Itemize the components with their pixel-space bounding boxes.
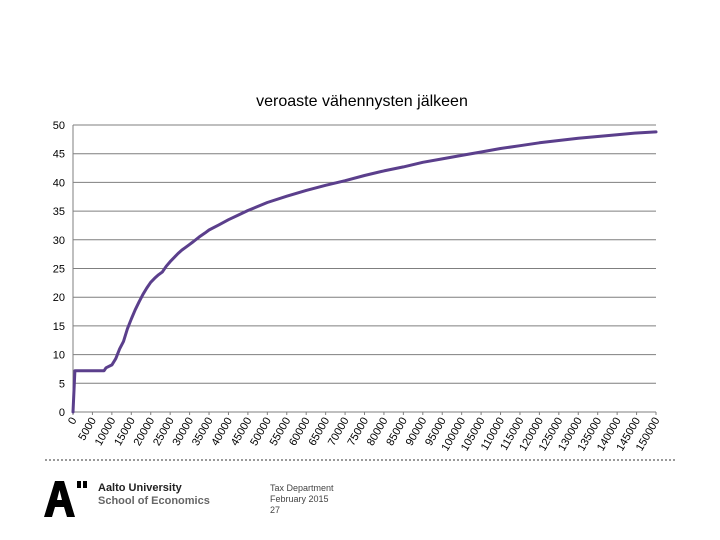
university-line-1: Aalto University <box>98 482 182 494</box>
x-tick-label: 0 <box>66 416 79 427</box>
date-label: February 2015 <box>270 494 329 504</box>
y-tick-label: 20 <box>53 292 65 304</box>
axes <box>72 125 657 415</box>
y-tick-label: 30 <box>53 235 65 247</box>
y-tick-label: 50 <box>53 120 65 132</box>
series-line-0 <box>71 130 658 414</box>
university-name: Aalto University School of Economics <box>98 482 210 508</box>
series-layer <box>71 130 658 414</box>
footer-info: Tax Department February 2015 27 <box>270 483 334 516</box>
aalto-logo-icon <box>44 481 87 517</box>
department-label: Tax Department <box>270 483 334 493</box>
page-number: 27 <box>270 505 281 515</box>
y-tick-label: 5 <box>59 378 65 390</box>
y-tick-label: 35 <box>53 206 65 218</box>
footer-divider <box>45 459 675 461</box>
y-tick-labels: 0 5 10 15 20 25 30 35 40 45 50 <box>53 120 65 419</box>
y-tick-label: 25 <box>53 264 65 276</box>
y-tick-label: 15 <box>53 321 65 333</box>
chart-title: veroaste vähennysten jälkeen <box>256 93 468 110</box>
y-tick-label: 45 <box>53 149 65 161</box>
university-line-2: School of Economics <box>98 495 210 507</box>
grid-lines <box>73 124 656 384</box>
x-tick-labels: 0500010000150002000025000300003500040000… <box>66 415 662 453</box>
y-tick-label: 0 <box>59 407 65 419</box>
y-tick-label: 40 <box>53 177 65 189</box>
y-tick-label: 10 <box>53 350 65 362</box>
